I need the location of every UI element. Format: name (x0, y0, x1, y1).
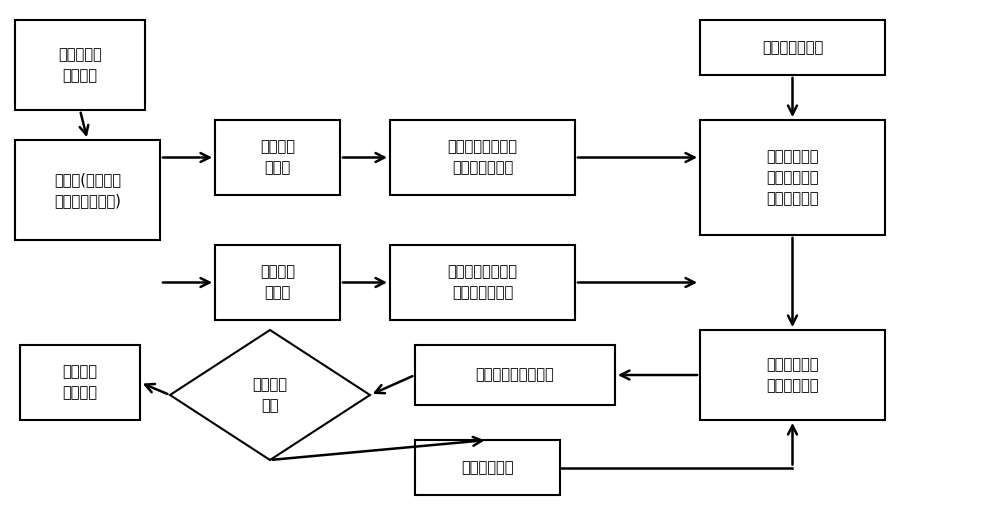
Text: 初至波地
震数据: 初至波地 震数据 (260, 139, 295, 176)
FancyBboxPatch shape (20, 345, 140, 420)
FancyBboxPatch shape (390, 245, 575, 320)
Text: 初至波走时、斜率
拾取及质量控制: 初至波走时、斜率 拾取及质量控制 (448, 139, 518, 176)
Text: 速度模型初始化: 速度模型初始化 (762, 40, 823, 55)
Text: 射线段参数初
始化及射线段
参数优化反演: 射线段参数初 始化及射线段 参数优化反演 (766, 149, 819, 206)
Polygon shape (170, 330, 370, 460)
FancyBboxPatch shape (700, 120, 885, 235)
Text: 预处理(滤波、切
除、增益、提取): 预处理(滤波、切 除、增益、提取) (54, 172, 121, 208)
FancyBboxPatch shape (390, 120, 575, 195)
Text: 输出最终
反演结果: 输出最终 反演结果 (63, 365, 98, 400)
Text: 反射波地
震数据: 反射波地 震数据 (260, 265, 295, 301)
FancyBboxPatch shape (215, 120, 340, 195)
FancyBboxPatch shape (700, 330, 885, 420)
FancyBboxPatch shape (415, 345, 615, 405)
FancyBboxPatch shape (15, 140, 160, 240)
FancyBboxPatch shape (215, 245, 340, 320)
Text: 起伏地表的
地震资料: 起伏地表的 地震资料 (58, 47, 102, 83)
Text: 速度和射线段
参数联合反演: 速度和射线段 参数联合反演 (766, 357, 819, 393)
Text: 输出得到的速度模型: 输出得到的速度模型 (476, 368, 554, 383)
Text: 速度网格剖分: 速度网格剖分 (461, 460, 514, 475)
FancyBboxPatch shape (700, 20, 885, 75)
Text: 是否剖分
模型: 是否剖分 模型 (253, 377, 288, 413)
Text: 反射波走时、斜率
拾取及质量控制: 反射波走时、斜率 拾取及质量控制 (448, 265, 518, 301)
FancyBboxPatch shape (415, 440, 560, 495)
FancyBboxPatch shape (15, 20, 145, 110)
